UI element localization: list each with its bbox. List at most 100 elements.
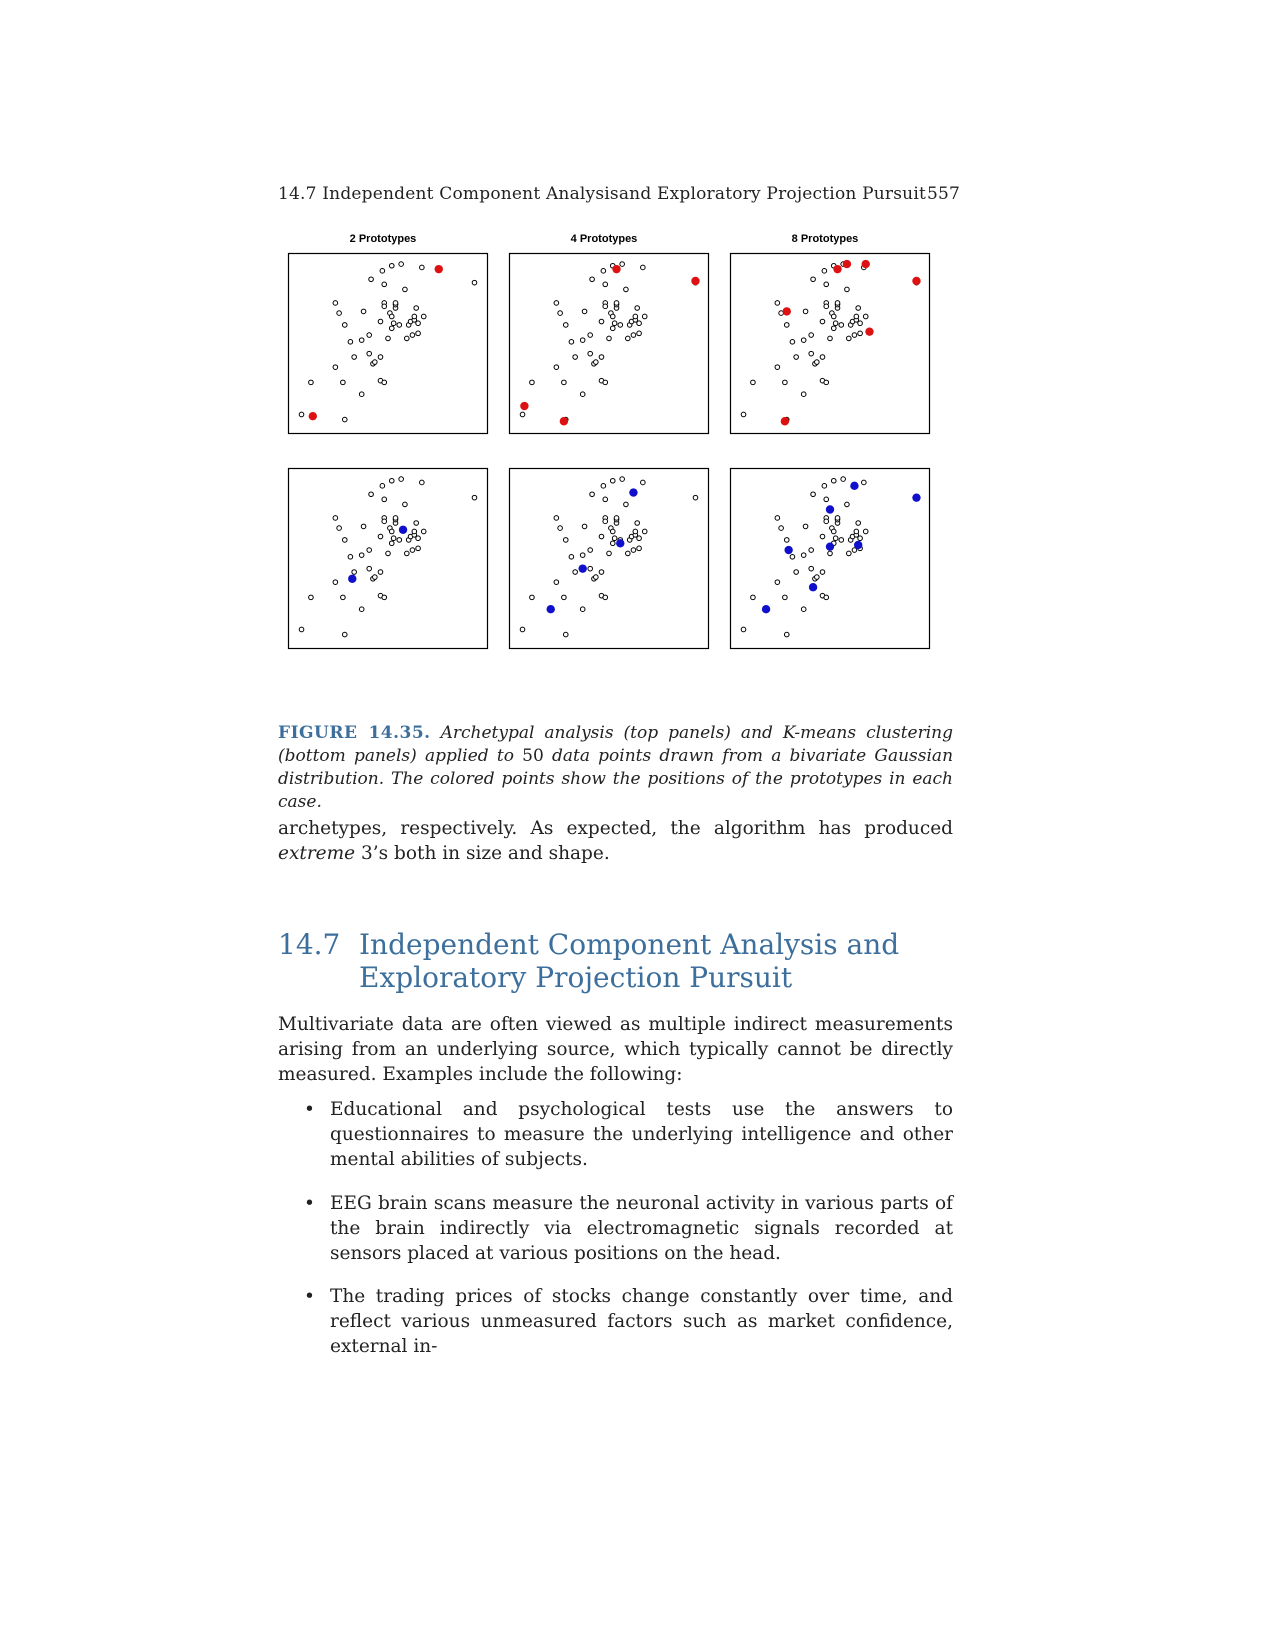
data-point bbox=[821, 483, 828, 489]
data-point bbox=[600, 268, 607, 274]
data-point bbox=[606, 550, 612, 557]
data-point bbox=[392, 515, 399, 521]
data-point bbox=[602, 496, 609, 503]
panel-frame bbox=[729, 467, 931, 650]
caption-k: K bbox=[782, 723, 795, 743]
data-point bbox=[602, 594, 609, 601]
data-point bbox=[823, 518, 830, 525]
kmeans-center-point bbox=[578, 564, 587, 573]
data-point bbox=[366, 547, 372, 553]
kmeans-panel-4 bbox=[508, 467, 710, 650]
data-point bbox=[347, 339, 354, 345]
data-point bbox=[368, 276, 374, 283]
data-point bbox=[420, 313, 427, 320]
data-point bbox=[332, 579, 339, 585]
data-point bbox=[557, 310, 563, 316]
data-point bbox=[411, 528, 418, 535]
data-point bbox=[609, 313, 616, 320]
data-point bbox=[409, 332, 416, 338]
data-point bbox=[819, 318, 826, 325]
data-point bbox=[830, 528, 837, 535]
data-point bbox=[636, 320, 642, 327]
data-point bbox=[561, 594, 567, 601]
data-point bbox=[381, 281, 388, 288]
section-number: 14.7 bbox=[278, 928, 341, 961]
data-point bbox=[632, 528, 639, 535]
data-point bbox=[402, 501, 408, 508]
figure-label: FIGURE 14.35. bbox=[278, 723, 431, 743]
data-point bbox=[625, 550, 631, 557]
bullet-text: The trading prices of stocks change cons… bbox=[330, 1286, 953, 1357]
data-point bbox=[783, 537, 790, 543]
data-point bbox=[581, 308, 588, 315]
data-point bbox=[844, 501, 850, 508]
data-point bbox=[740, 411, 747, 418]
data-point bbox=[381, 379, 388, 386]
para1-text-a: archetypes, respectively. As expected, t… bbox=[278, 818, 953, 839]
para1-emphasis: extreme bbox=[278, 843, 356, 864]
data-point bbox=[351, 354, 357, 360]
data-point bbox=[810, 276, 816, 283]
data-point bbox=[600, 483, 607, 489]
data-point bbox=[611, 535, 618, 542]
data-point bbox=[808, 350, 814, 357]
data-point bbox=[827, 335, 833, 342]
data-point bbox=[298, 626, 305, 633]
data-point bbox=[783, 631, 790, 638]
data-point bbox=[377, 354, 384, 360]
archetype-panel-2 bbox=[287, 252, 489, 435]
data-point bbox=[415, 545, 421, 552]
data-point bbox=[341, 631, 348, 638]
data-point bbox=[634, 520, 640, 526]
data-point bbox=[581, 523, 588, 530]
archetype-point bbox=[780, 417, 790, 426]
archetype-point bbox=[833, 264, 842, 274]
data-point bbox=[396, 537, 403, 543]
data-point bbox=[844, 286, 850, 293]
archetype-point bbox=[912, 276, 921, 286]
data-point bbox=[823, 281, 830, 288]
data-point bbox=[814, 574, 820, 580]
data-point bbox=[814, 359, 820, 365]
data-point bbox=[823, 496, 830, 503]
data-point bbox=[602, 518, 609, 525]
panel-frame bbox=[508, 252, 710, 435]
data-point bbox=[553, 364, 560, 370]
data-point bbox=[398, 476, 404, 482]
data-point bbox=[832, 535, 839, 542]
data-point bbox=[857, 320, 863, 327]
data-point bbox=[789, 554, 796, 560]
caption-text-c: data points drawn from a bivariate Gauss… bbox=[278, 746, 954, 812]
data-point bbox=[819, 354, 826, 360]
data-point bbox=[388, 262, 395, 269]
data-point bbox=[641, 528, 648, 535]
panel-title-4-prototypes: 4 Prototypes bbox=[570, 233, 638, 245]
page-number: 557 bbox=[926, 184, 960, 204]
panel-frame bbox=[287, 467, 489, 650]
data-point bbox=[388, 325, 395, 332]
data-point bbox=[623, 501, 629, 508]
panel-title-8-prototypes: 8 Prototypes bbox=[791, 233, 859, 245]
data-point bbox=[419, 264, 425, 271]
data-point bbox=[589, 276, 595, 283]
data-point bbox=[625, 335, 631, 342]
data-point bbox=[857, 330, 863, 337]
data-point bbox=[609, 325, 616, 332]
data-point bbox=[332, 364, 339, 370]
data-point bbox=[800, 337, 807, 343]
data-point bbox=[308, 379, 314, 386]
kmeans-center-point bbox=[825, 542, 835, 551]
archetype-point bbox=[559, 417, 569, 426]
data-point bbox=[609, 477, 616, 484]
data-point bbox=[308, 594, 314, 601]
bullet-text: EEG brain scans measure the neuronal act… bbox=[330, 1193, 953, 1264]
data-point bbox=[632, 313, 639, 320]
data-point bbox=[561, 379, 567, 386]
panel-frame bbox=[508, 467, 710, 650]
data-point bbox=[332, 515, 339, 521]
data-point bbox=[413, 520, 419, 526]
data-point bbox=[641, 313, 648, 320]
data-point bbox=[341, 322, 348, 328]
data-point bbox=[529, 594, 535, 601]
kmeans-center-point bbox=[761, 605, 771, 614]
